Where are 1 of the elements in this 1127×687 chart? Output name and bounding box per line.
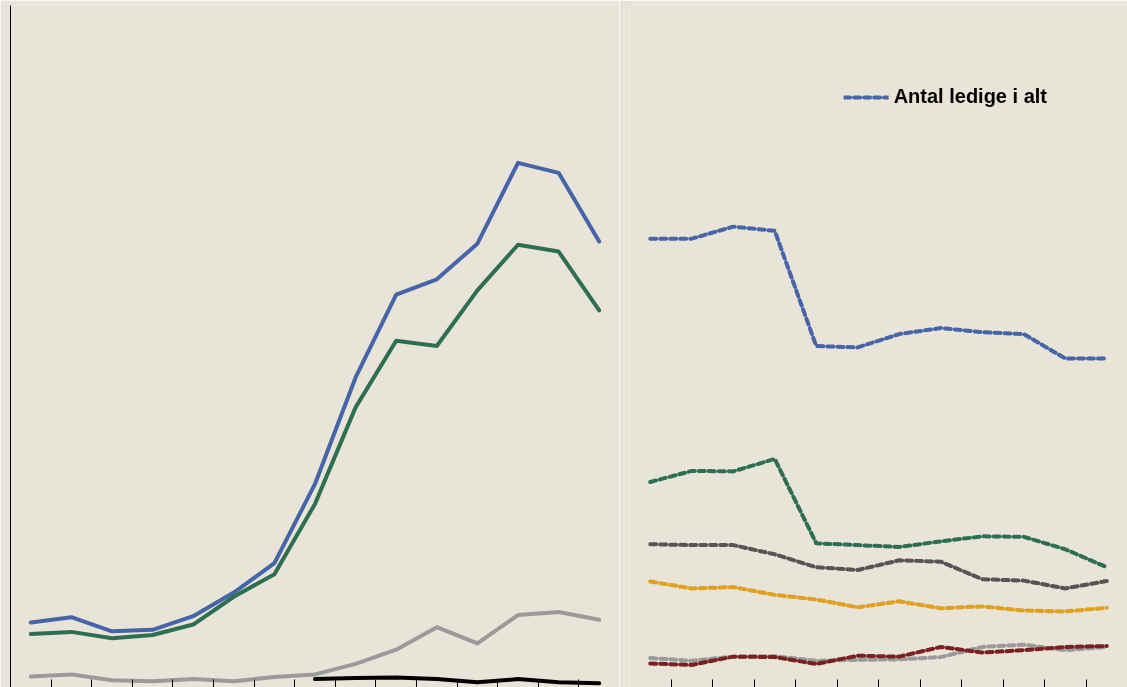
legend-label: Antal ledige i alt (893, 85, 1047, 108)
